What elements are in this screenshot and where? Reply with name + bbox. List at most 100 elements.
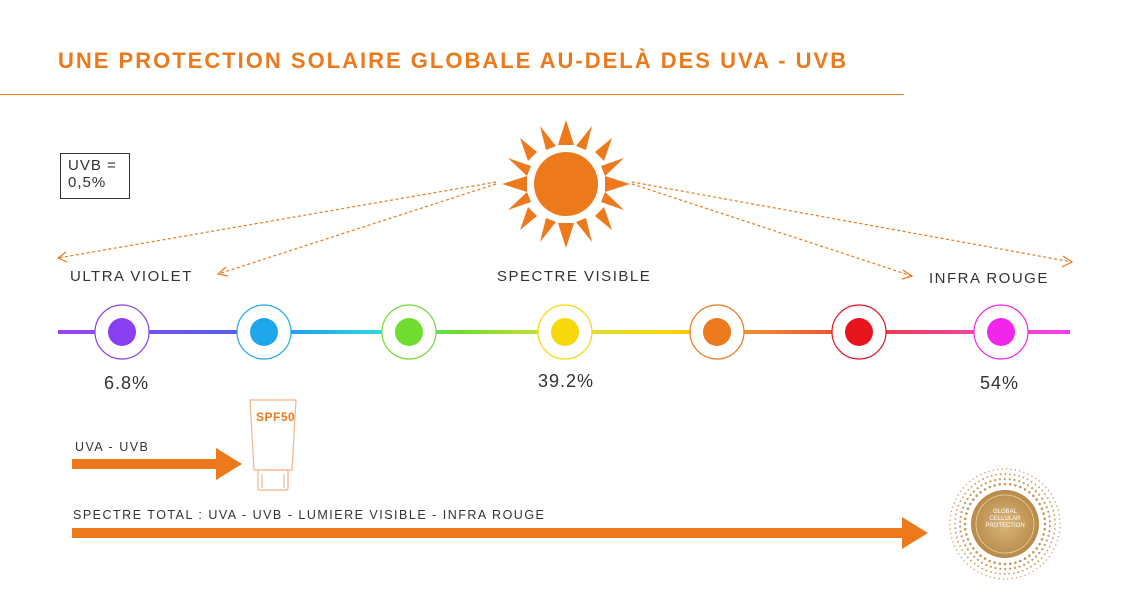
seal-halo-dot — [1026, 478, 1029, 481]
seal-halo-dot — [1014, 484, 1017, 487]
seal-halo-dot — [1032, 551, 1035, 554]
seal-halo-dot — [1028, 572, 1030, 575]
seal-halo-dot — [959, 545, 961, 547]
seal-halo-dot — [962, 539, 965, 542]
seal-halo-dot — [963, 560, 965, 562]
seal-halo-dot — [1018, 565, 1021, 568]
seal-halo-dot — [990, 571, 992, 573]
seal-line2: CELLULAR — [989, 516, 1021, 522]
seal-halo-dot — [1055, 544, 1057, 546]
seal-halo-dot — [1030, 565, 1032, 568]
seal-halo-dot — [955, 549, 958, 551]
seal-halo-dot — [959, 500, 962, 503]
seal-halo-dot — [962, 487, 965, 489]
seal-halo-dot — [953, 545, 956, 547]
spectrum-dot-red — [831, 304, 887, 360]
seal-halo-dot — [972, 547, 975, 550]
seal-halo-dot — [1040, 538, 1044, 541]
seal-halo-dot — [1058, 531, 1061, 533]
seal-halo-dot — [964, 544, 967, 547]
seal-halo-dot — [970, 566, 972, 568]
seal-halo-dot — [1027, 473, 1029, 475]
seal-halo-dot — [954, 531, 957, 534]
seal-halo-dot — [1038, 486, 1040, 489]
seal-halo-dot — [986, 476, 989, 479]
seal-halo-dot — [1046, 549, 1049, 552]
global-cellular-protection-seal-icon — [949, 468, 1061, 580]
seal-halo-dot — [999, 567, 1002, 570]
seal-halo-dot — [973, 562, 976, 565]
seal-halo-dot — [1009, 567, 1012, 570]
spf50-label: SPF50 — [256, 410, 296, 424]
seal-halo-dot — [992, 469, 995, 471]
seal-halo-dot — [1001, 468, 1003, 470]
seal-halo-dot — [994, 479, 997, 482]
seal-halo-dot — [1047, 489, 1050, 492]
spectrum-dot-green — [381, 304, 437, 360]
seal-halo-dot — [966, 548, 970, 551]
seal-halo-dot — [1026, 484, 1030, 487]
seal-halo-dot — [1021, 569, 1024, 572]
seal-halo-dot — [1052, 509, 1055, 512]
seal-halo-dot — [960, 510, 963, 514]
seal-halo-dot — [1023, 471, 1025, 474]
seal-halo-dot — [959, 515, 962, 519]
seal-halo-dot — [966, 538, 970, 541]
seal-halo-dot — [1043, 517, 1046, 521]
uva-uvb-label: UVA - UVB — [75, 440, 150, 454]
seal-halo-dot — [960, 535, 963, 538]
seal-halo-dot — [964, 517, 967, 521]
seal-halo-dot — [1028, 554, 1031, 557]
seal-halo-dot — [949, 515, 952, 517]
seal-halo-dot — [977, 571, 979, 573]
seal-halo-dot — [1023, 557, 1027, 560]
seal-halo-dot — [990, 474, 993, 477]
seal-halo-dot — [1013, 478, 1016, 482]
seal-halo-dot — [951, 506, 954, 508]
sun-icon — [502, 120, 630, 248]
seal-halo-dot — [1044, 493, 1046, 496]
seal-halo-dot — [1031, 487, 1034, 490]
seal-halo-dot — [1049, 501, 1051, 503]
seal-halo-dot — [1022, 476, 1025, 479]
seal-halo-dot — [1020, 576, 1022, 578]
ray-arrowheads — [56, 251, 1074, 280]
seal-halo-dot — [1005, 468, 1008, 470]
label-visible-spectrum: SPECTRE VISIBLE — [497, 268, 652, 285]
spectrum-dots — [94, 304, 1029, 360]
seal-halo-dot — [1052, 537, 1054, 539]
seal-halo-dot — [1048, 530, 1051, 533]
spectrum-dot-magenta — [973, 304, 1029, 360]
pct-ultra-violet: 6.8% — [104, 373, 150, 393]
seal-halo-dot — [1035, 547, 1038, 550]
seal-halo-dot — [1023, 563, 1026, 566]
seal-halo-dot — [988, 485, 991, 489]
seal-halo-dot — [1023, 488, 1027, 491]
seal-halo-dot — [1042, 562, 1045, 564]
total-spectrum-arrow — [72, 517, 928, 549]
seal-halo-dot — [981, 567, 984, 570]
seal-halo-dot — [954, 522, 956, 525]
title-divider — [0, 94, 904, 95]
seal-halo-dot — [1053, 514, 1056, 517]
seal-halo-dot — [966, 497, 969, 500]
seal-halo-dot — [1039, 565, 1042, 567]
seal-halo-dot — [970, 559, 972, 562]
seal-halo-dot — [975, 494, 978, 498]
seal-halo-dot — [960, 490, 962, 493]
seal-halo-dot — [973, 568, 975, 571]
seal-halo-dot — [1035, 555, 1038, 558]
seal-halo-dot — [959, 520, 962, 523]
seal-halo-dot — [956, 509, 958, 511]
seal-halo-dot — [1003, 573, 1006, 575]
seal-halo-dot — [1043, 543, 1046, 547]
seal-halo-dot — [1010, 468, 1012, 470]
seal-halo-dot — [1030, 480, 1033, 483]
seal-halo-dot — [993, 561, 996, 564]
seal-halo-dot — [1027, 561, 1030, 564]
seal-halo-dot — [961, 549, 964, 551]
seal-halo-dot — [989, 480, 992, 483]
seal-halo-dot — [961, 496, 964, 499]
seal-halo-dot — [985, 563, 988, 567]
